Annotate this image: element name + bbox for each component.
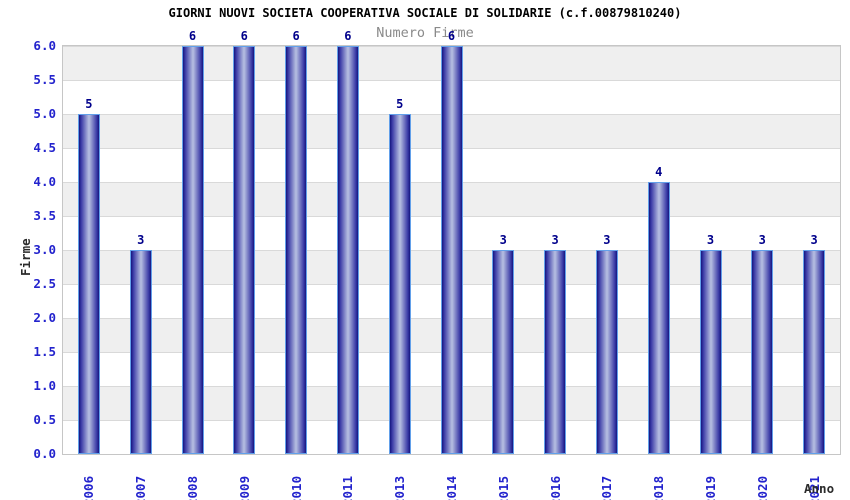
x-tick-label-text: 2006 [81,475,97,500]
bar-2013 [388,114,411,454]
x-tick-label-text: 2011 [340,475,356,500]
bar-2017 [595,250,618,454]
x-tick-label: 2018 [650,460,668,500]
bar-value-label: 6 [292,29,300,43]
bar-value-label: 3 [603,233,611,247]
chart-title: GIORNI NUOVI SOCIETA COOPERATIVA SOCIALE… [168,6,682,20]
x-tick-label-text: 2007 [133,475,149,500]
bar-value-label: 6 [447,29,456,43]
bar-2006 [77,114,100,454]
bar-2016 [544,250,567,454]
y-tick-label: 0.5 [33,412,56,427]
bar-value-label: 3 [137,233,145,247]
x-tick-label: 2020 [753,460,771,500]
x-tick-label-text: 2009 [236,475,252,500]
bar-2021 [803,250,826,454]
bar-2018 [647,182,670,454]
y-tick-label: 4.0 [33,174,56,189]
bar-value-label: 6 [240,29,248,43]
x-tick-label: 2014 [443,460,461,500]
bar-2008 [181,46,204,454]
y-tick-label: 3.5 [33,208,56,223]
x-tick-label: 2015 [494,460,512,500]
bar-value-label: 5 [396,97,404,111]
bar-2009 [233,46,256,454]
x-tick-label-text: 2018 [651,475,667,500]
bar-value-label: 5 [85,97,93,111]
bar-value-label: 6 [188,29,197,43]
y-tick-label: 1.5 [33,344,56,359]
y-tick-label: 2.5 [33,276,56,291]
x-tick-label: 2011 [339,460,357,500]
y-tick-label: 5.5 [33,72,56,87]
x-tick-label: 2017 [598,460,616,500]
bar-value-label: 4 [655,165,663,179]
x-tick-label: 2010 [287,460,305,500]
y-tick-label: 6.0 [33,38,56,53]
x-tick-label: 2009 [235,460,253,500]
bar-2019 [699,250,722,454]
x-tick-label-text: 2020 [754,475,770,500]
y-tick-label: 5.0 [33,106,56,121]
bar-2014 [440,46,463,454]
x-axis-title: Anno [804,481,835,496]
bar-value-label: 3 [551,233,559,247]
bar-value-label: 3 [706,233,715,247]
x-tick-label: 2008 [184,460,202,500]
bar-2010 [285,46,308,454]
x-tick-label: 2016 [546,460,564,500]
bar-value-label: 3 [810,233,818,247]
bar-value-label: 3 [758,233,766,247]
x-tick-label-text: 2017 [599,475,615,500]
x-tick-label-text: 2013 [392,475,408,500]
plot-area [63,46,840,454]
chart-subtitle: Numero Firme [376,25,474,41]
y-tick-label: 1.0 [33,378,56,393]
x-tick-label-text: 2019 [703,475,718,500]
x-tick-label-text: 2010 [288,475,304,500]
x-tick-label-text: 2014 [444,475,459,500]
x-tick-label: 2007 [132,460,150,500]
x-tick-label-text: 2015 [495,475,511,500]
bar-2007 [129,250,152,454]
bar-2015 [492,250,515,454]
bar-value-label: 3 [499,233,507,247]
bar-value-label: 6 [344,29,352,43]
x-tick-label: 2006 [80,460,98,500]
bar-2020 [751,250,774,454]
x-tick-label: 2019 [702,460,720,500]
y-tick-label: 0.0 [33,446,56,461]
y-tick-label: 3.0 [33,242,56,257]
bar-2011 [336,46,359,454]
y-tick-label: 2.0 [33,310,56,325]
y-tick-label: 4.5 [33,140,56,155]
x-tick-label-text: 2008 [185,475,200,500]
x-tick-label-text: 2016 [547,475,563,500]
x-tick-label: 2013 [391,460,409,500]
